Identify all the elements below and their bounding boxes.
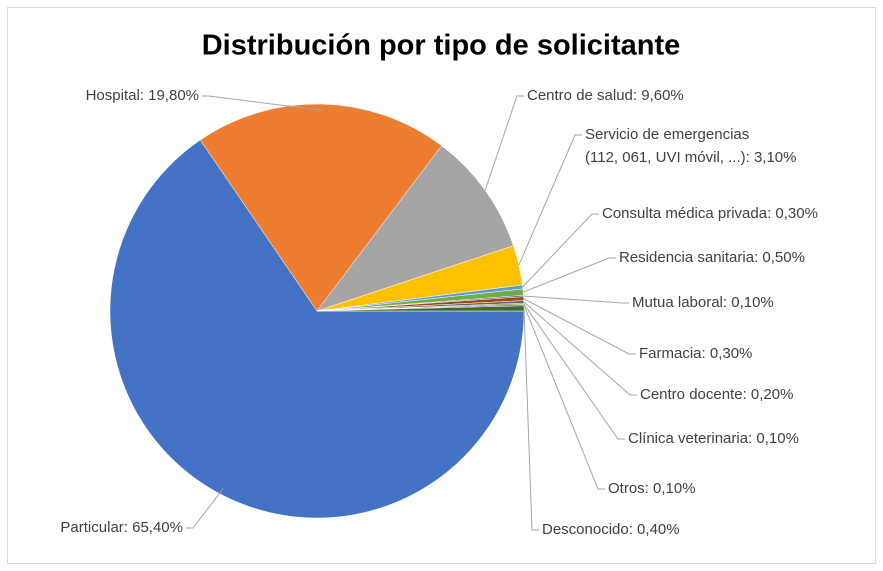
leader-line xyxy=(523,308,539,531)
leader-line xyxy=(523,304,605,490)
data-label-line: Servicio de emergencias xyxy=(585,126,749,143)
chart-title: Distribución por tipo de solicitante xyxy=(202,30,681,62)
leader-line xyxy=(186,488,224,529)
leader-line xyxy=(522,213,599,288)
data-label: Consulta médica privada: 0,30% xyxy=(602,205,818,222)
data-label: Particular: 65,40% xyxy=(60,519,183,536)
data-label-line: (112, 061, UVI móvil, ...): 3,10% xyxy=(585,149,796,166)
data-label: Centro de salud: 9,60% xyxy=(527,87,684,104)
leader-line xyxy=(523,301,637,396)
leader-line xyxy=(518,134,582,266)
pie-slice xyxy=(109,139,525,519)
data-label: Mutua laboral: 0,10% xyxy=(632,294,774,311)
pie-slice xyxy=(316,145,514,312)
data-label: Desconocido: 0,40% xyxy=(542,521,680,538)
data-label: Servicio de emergencias (112, 061, UVI mó… xyxy=(585,126,796,166)
data-label: Otros: 0,10% xyxy=(608,480,696,497)
leader-line xyxy=(202,95,322,111)
pie-slice xyxy=(199,103,443,312)
leader-line xyxy=(484,95,524,191)
data-label: Hospital: 19,80% xyxy=(86,87,199,104)
leader-line xyxy=(523,303,625,440)
leader-line xyxy=(522,257,616,293)
data-label: Centro docente: 0,20% xyxy=(640,386,793,403)
data-label: Residencia sanitaria: 0,50% xyxy=(619,249,805,266)
data-label: Clínica veterinaria: 0,10% xyxy=(628,430,799,447)
data-label: Farmacia: 0,30% xyxy=(639,345,752,362)
leader-line xyxy=(523,295,629,304)
leader-line xyxy=(523,298,636,355)
